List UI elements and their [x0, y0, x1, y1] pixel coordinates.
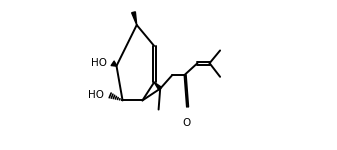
Polygon shape: [154, 82, 161, 90]
Polygon shape: [132, 12, 137, 25]
Text: O: O: [183, 118, 191, 128]
Text: HO: HO: [91, 58, 107, 68]
Text: HO: HO: [88, 90, 103, 100]
